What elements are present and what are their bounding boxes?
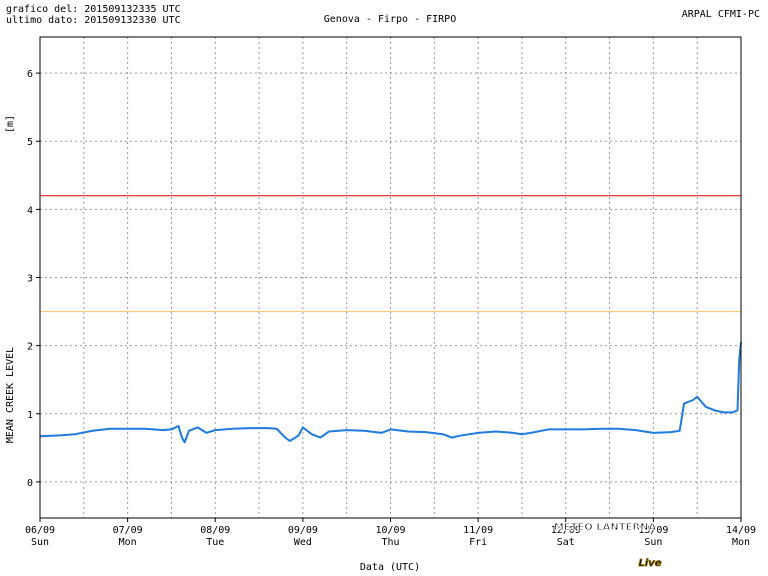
grid: 012345606/09Sun07/09Mon08/09Tue09/09Wed1… [25, 37, 756, 548]
y-unit: [m] [5, 115, 16, 133]
x-tick-label: 10/09 [375, 525, 405, 536]
x-tick-weekday: Mon [119, 537, 137, 548]
plot-frame [39, 36, 742, 519]
y-tick-label: 3 [27, 274, 33, 285]
x-tick-weekday: Mon [732, 537, 750, 548]
chart-title: Genova - Firpo - FIRPO [324, 14, 456, 25]
data-line [39, 342, 742, 444]
x-tick-weekday: Thu [381, 537, 399, 548]
watermark: Live [638, 558, 661, 569]
y-tick-label: 5 [27, 137, 33, 148]
x-tick-label: 09/09 [288, 525, 318, 536]
x-tick-weekday: Tue [206, 537, 224, 548]
x-tick-label: 12/09 [551, 525, 581, 536]
x-tick-label: 14/09 [726, 525, 756, 536]
watermark: METEO LANTERNA [554, 522, 657, 533]
x-tick-label: 13/09 [638, 525, 668, 536]
header-right: ARPAL CFMI-PC [682, 9, 760, 20]
header-left: grafico del: 201509132335 UTC [6, 4, 181, 15]
x-tick-label: 06/09 [25, 525, 55, 536]
x-axis-label: Data (UTC) [360, 562, 420, 573]
x-tick-label: 07/09 [113, 525, 143, 536]
y-tick-label: 4 [27, 205, 33, 216]
y-axis-label: MEAN CREEK LEVEL [5, 347, 16, 443]
x-tick-weekday: Fri [469, 537, 487, 548]
y-tick-label: 2 [27, 342, 33, 353]
x-tick-weekday: Sun [644, 537, 662, 548]
x-tick-weekday: Sun [31, 537, 49, 548]
y-tick-label: 1 [27, 410, 33, 421]
x-tick-label: 08/09 [200, 525, 230, 536]
x-tick-weekday: Sat [557, 537, 575, 548]
x-tick-label: 11/09 [463, 525, 493, 536]
header-left: ultimo dato: 201509132330 UTC [6, 15, 181, 26]
y-tick-label: 6 [27, 69, 33, 80]
x-tick-weekday: Wed [294, 537, 312, 548]
y-tick-label: 0 [27, 478, 33, 489]
plot [39, 195, 742, 444]
